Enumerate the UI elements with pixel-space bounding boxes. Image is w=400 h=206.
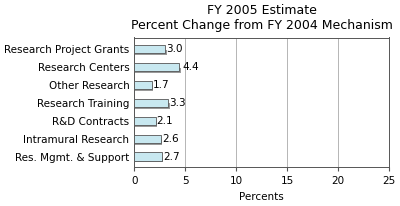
Text: 3.3: 3.3 <box>169 98 186 108</box>
Text: 4.4: 4.4 <box>182 62 199 72</box>
Bar <box>134 117 156 125</box>
Title: FY 2005 Estimate
Percent Change from FY 2004 Mechanism: FY 2005 Estimate Percent Change from FY … <box>131 4 393 32</box>
Bar <box>134 99 168 107</box>
Bar <box>135 103 170 109</box>
Bar <box>135 68 181 73</box>
Text: 1.7: 1.7 <box>153 80 169 90</box>
Bar <box>134 81 152 89</box>
Bar <box>135 139 162 145</box>
Bar <box>135 157 164 162</box>
Bar <box>134 152 162 160</box>
Bar <box>135 85 153 91</box>
Text: 2.1: 2.1 <box>157 116 173 126</box>
Bar <box>135 50 166 55</box>
Bar <box>134 45 165 53</box>
Bar <box>134 135 161 143</box>
Text: 3.0: 3.0 <box>166 44 182 54</box>
Text: 2.6: 2.6 <box>162 134 178 144</box>
X-axis label: Percents: Percents <box>239 192 284 202</box>
Bar <box>135 121 157 127</box>
Bar <box>134 63 179 71</box>
Text: 2.7: 2.7 <box>163 151 180 162</box>
